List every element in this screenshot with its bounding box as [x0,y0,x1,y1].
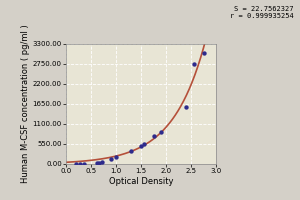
Point [151,134,156,137]
Point [78,162,82,166]
Point [159,130,164,134]
Point [94,161,99,165]
Point [201,51,206,55]
Point [74,162,78,166]
Point [114,156,118,159]
Point [141,142,146,145]
Point [139,144,143,147]
Y-axis label: Human M-CSF concentration ( pg/ml ): Human M-CSF concentration ( pg/ml ) [21,25,30,183]
Point [109,158,113,161]
Text: S = 22.7562327
r = 0.999935254: S = 22.7562327 r = 0.999935254 [230,6,294,19]
Point [100,160,104,164]
Point [81,162,86,165]
X-axis label: Optical Density: Optical Density [109,177,173,186]
Point [184,105,188,108]
Point [97,161,101,164]
Point [129,150,134,153]
Point [191,62,196,66]
